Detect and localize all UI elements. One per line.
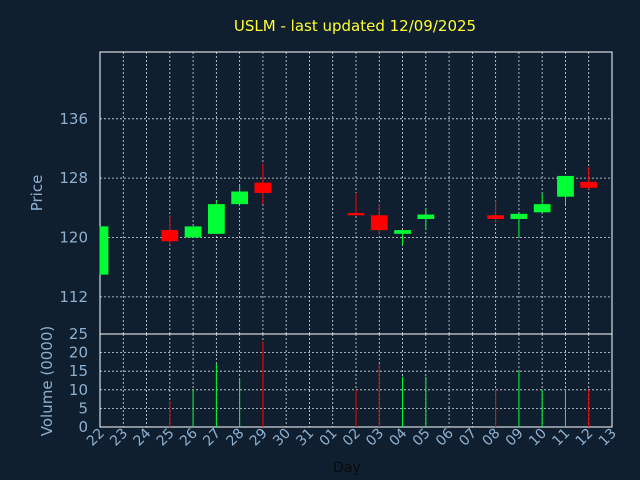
chart-title: USLM - last updated 12/09/2025 bbox=[234, 17, 476, 35]
candle-body bbox=[100, 226, 109, 275]
price-tick-label: 128 bbox=[59, 169, 88, 187]
candle-body bbox=[580, 181, 598, 188]
candle-body bbox=[487, 215, 505, 219]
candle-body bbox=[254, 182, 272, 193]
volume-tick-label: 10 bbox=[69, 381, 88, 399]
volume-axis-label: Volume (0000) bbox=[38, 326, 56, 436]
candle-body bbox=[184, 226, 202, 238]
candle-body bbox=[161, 230, 179, 242]
x-axis-label: Day bbox=[333, 460, 361, 476]
candle-body bbox=[347, 213, 365, 216]
price-tick-label: 136 bbox=[59, 110, 88, 128]
volume-tick-label: 15 bbox=[69, 362, 88, 380]
candlestick-series bbox=[99, 163, 598, 275]
candle-body bbox=[417, 214, 435, 219]
price-tick-label: 120 bbox=[59, 229, 88, 247]
candle-body bbox=[231, 191, 249, 205]
volume-tick-label: 0 bbox=[78, 418, 88, 436]
price-axis-label: Price bbox=[28, 175, 46, 212]
candle-body bbox=[207, 204, 225, 234]
volume-tick-label: 20 bbox=[69, 344, 88, 362]
candle-body bbox=[510, 213, 528, 219]
price-axis-ticks: 112 120 128 136 bbox=[59, 110, 88, 306]
x-axis-ticks: 22 23 24 25 26 27 28 29 30 31 01 02 03 04 05 06 07 08 09 10… bbox=[84, 425, 620, 449]
candle-body bbox=[533, 204, 551, 213]
candle-body bbox=[370, 215, 388, 231]
volume-tick-label: 25 bbox=[69, 325, 88, 343]
candle-body bbox=[557, 175, 574, 197]
price-tick-label: 112 bbox=[59, 288, 88, 306]
volume-tick-label: 5 bbox=[78, 399, 88, 417]
volume-series bbox=[169, 341, 590, 427]
candle-body bbox=[394, 230, 411, 234]
